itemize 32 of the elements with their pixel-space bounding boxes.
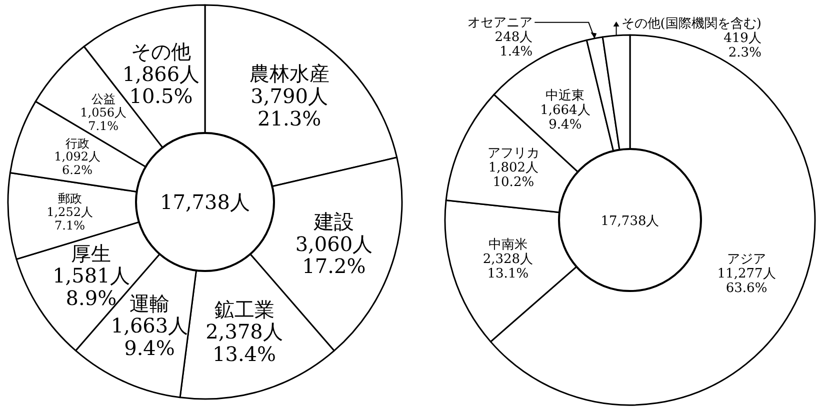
- data-label: 1,581人 8.9%: [52, 264, 130, 310]
- data-label: 1,663人 9.4%: [110, 314, 188, 360]
- slice-label: 郵政: [58, 192, 82, 206]
- legend-label: その他(国際機関を含む): [621, 16, 762, 32]
- data-label: 2,378人 13.4%: [206, 320, 283, 366]
- data-label: 1,092人 6.2%: [54, 150, 100, 178]
- text: 17,738人: [600, 214, 660, 229]
- data-label: 1,664人 9.4%: [540, 103, 590, 133]
- slice-label: 農林水産: [249, 61, 330, 86]
- data-label: 3,060人 17.2%: [295, 232, 373, 278]
- slice-label: 建設: [312, 209, 354, 234]
- slice-label: アジア: [727, 252, 766, 267]
- data-label: 2,328人 13.1%: [482, 252, 534, 282]
- slice-label: 運輸: [130, 291, 170, 316]
- text: 17,738人: [160, 190, 250, 214]
- slice-label: 鉱工業: [214, 297, 274, 322]
- data-label: 1,056人 7.1%: [80, 106, 127, 133]
- data-label: 1,802人 10.2%: [488, 160, 539, 190]
- data-label: 11,277人 63.6%: [717, 266, 776, 296]
- data-label: 3,790人 21.3%: [250, 84, 328, 130]
- slice-label: その他: [131, 39, 192, 64]
- slice-label: 行政: [65, 136, 90, 150]
- data-label: 419人 2.3%: [724, 31, 762, 61]
- data-label: 1,866人 10.5%: [122, 62, 200, 108]
- slice-label: 公益: [91, 92, 116, 106]
- slice-label: 中南米: [488, 237, 528, 252]
- data-label: 248人 1.4%: [494, 30, 533, 60]
- slice-label: オセアニア: [468, 15, 533, 30]
- slice-label: アフリカ: [487, 146, 540, 162]
- slice-label: 厚生: [71, 241, 112, 266]
- slice-label: 中近東: [546, 88, 585, 104]
- data-label: 1,252人 7.1%: [46, 205, 93, 232]
